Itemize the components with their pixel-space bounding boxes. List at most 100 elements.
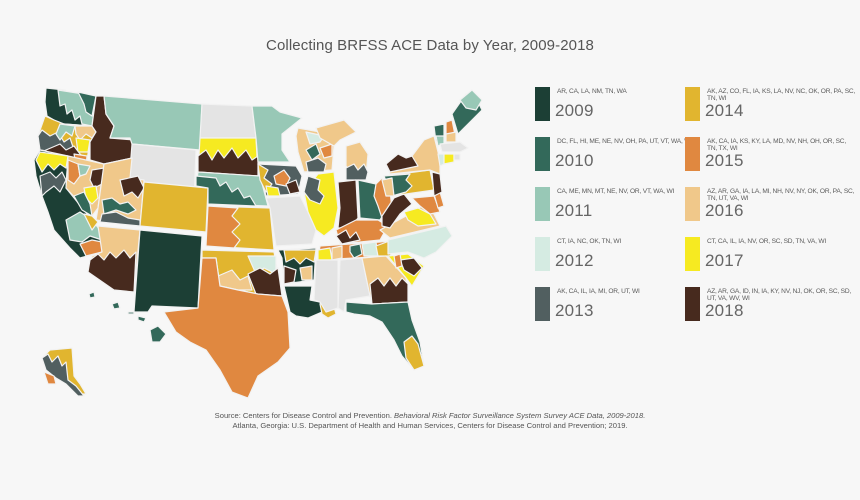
legend-states: CT, CA, IL, IA, NV, OR, SC, SD, TN, VA, … <box>707 238 826 245</box>
state-tn-stripe1 <box>317 247 333 261</box>
state-wi-stripe2 <box>305 143 321 161</box>
state-ia-stripe1 <box>257 163 273 193</box>
state-ar-stripe3 <box>299 265 313 281</box>
legend-year: 2016 <box>705 201 744 220</box>
legend-item-2010: DC, FL, HI, ME, NE, NV, OH, PA, UT, VT, … <box>535 137 695 175</box>
state-co <box>139 181 209 233</box>
state-nv-stripe1 <box>67 159 81 185</box>
legend-item-2017: CT, CA, IL, IA, NV, OR, SC, SD, TN, VA, … <box>685 237 855 275</box>
legend-states: AK, CA, IL, IA, MI, OR, UT, WI <box>557 288 640 295</box>
legend-states: AR, CA, LA, NM, TN, WA <box>557 88 627 95</box>
legend-states: DC, FL, HI, ME, NE, NV, OH, PA, UT, VT, … <box>557 138 692 145</box>
state-pa-stripe2 <box>381 177 395 197</box>
legend-item-2009: AR, CA, LA, NM, TN, WA 2009 <box>535 87 695 125</box>
legend-swatch <box>685 137 700 171</box>
state-wi-stripe4 <box>305 157 327 173</box>
source-line-2: Atlanta, Georgia: U.S. Department of Hea… <box>232 421 628 430</box>
state-ks-stripe <box>205 205 241 249</box>
legend-swatch <box>535 87 550 121</box>
state-or-stripe4 <box>75 137 91 153</box>
state-me-stripe <box>459 89 483 111</box>
state-ca-stripe1 <box>35 151 69 173</box>
state-ny-stripe <box>385 153 419 173</box>
state-ak-stripe1 <box>41 353 85 397</box>
state-mi <box>315 119 357 147</box>
state-ma <box>439 141 469 153</box>
state-or-stripe1 <box>37 129 75 155</box>
state-nd <box>199 103 257 139</box>
state-mi-stripe <box>345 163 369 181</box>
legend-item-2012: CT, IA, NC, OK, TN, WI 2012 <box>535 237 695 275</box>
legend-item-2016: AZ, AR, GA, IA, LA, MI, NH, NV, NY, OK, … <box>685 187 855 225</box>
legend-year: 2009 <box>555 101 594 120</box>
state-ms <box>313 259 339 313</box>
chart-title: Collecting BRFSS ACE Data by Year, 2009-… <box>266 37 594 54</box>
legend-year: 2018 <box>705 301 744 320</box>
state-tn-stripe3 <box>349 243 363 259</box>
legend-swatch <box>685 287 700 321</box>
state-wv <box>381 193 413 229</box>
legend-swatch <box>685 87 700 121</box>
state-wa-stripe2 <box>77 91 97 117</box>
legend-swatch <box>535 237 550 271</box>
us-map <box>20 80 510 400</box>
state-va-stripe <box>403 207 437 227</box>
state-wi-stripe3 <box>319 143 333 159</box>
state-ia-stripe3 <box>265 185 281 197</box>
state-nj <box>431 171 443 197</box>
state-md <box>411 195 441 215</box>
legend-states: AK, CA, IA, KS, KY, LA, MD, NV, NH, OH, … <box>707 138 846 152</box>
legend-states: CA, ME, MN, MT, NE, NV, OR, VT, WA, WI <box>557 188 675 195</box>
legend-states: AZ, AR, GA, IA, LA, MI, NH, NV, NY, OK, … <box>707 188 855 202</box>
state-ct-stripe <box>437 153 445 167</box>
state-nc <box>387 225 453 259</box>
state-nm <box>133 229 203 313</box>
state-nv-stripe3 <box>89 167 105 189</box>
us-map-svg <box>33 87 483 399</box>
state-ri <box>453 153 461 161</box>
state-tx <box>163 257 291 399</box>
legend-states: CT, IA, NC, OK, TN, WI <box>557 238 621 245</box>
legend: AR, CA, LA, NM, TN, WA 2009 DC, FL, HI, … <box>535 87 855 337</box>
state-hi-5 <box>149 325 167 343</box>
state-hi-2 <box>111 301 121 310</box>
legend-states: AK, AZ, CO, FL, IA, KS, LA, NV, NC, OK, … <box>707 88 856 102</box>
state-nv-stripe5 <box>73 191 93 217</box>
state-sc-stripe <box>399 257 423 277</box>
state-ar-stripe1 <box>283 249 317 265</box>
state-ne-stripe <box>195 175 257 207</box>
legend-year: 2017 <box>705 251 744 270</box>
state-tn-stripe4 <box>361 241 379 257</box>
legend-year: 2014 <box>705 101 744 120</box>
legend-item-2018: AZ, AR, GA, ID, IN, IA, KY, NV, NJ, OK, … <box>685 287 855 325</box>
legend-year: 2015 <box>705 151 744 170</box>
legend-swatch <box>685 187 700 221</box>
legend-swatch <box>535 187 550 221</box>
legend-item-2014: AK, AZ, CO, FL, IA, KS, LA, NV, NC, OK, … <box>685 87 855 125</box>
state-ak-stripe2 <box>43 371 57 385</box>
state-sc-stripe2 <box>393 253 403 269</box>
state-nv-stripe2 <box>77 163 91 177</box>
legend-year: 2011 <box>555 201 593 220</box>
legend-year: 2010 <box>555 151 594 170</box>
legend-swatch <box>535 137 550 171</box>
source-citation: Source: Centers for Disease Control and … <box>0 411 860 431</box>
legend-item-2011: CA, ME, MN, MT, NE, NV, OR, VT, WA, WI 2… <box>535 187 695 225</box>
state-hi-3 <box>127 311 135 315</box>
state-tn-stripe2 <box>331 245 343 261</box>
state-az-stripe <box>87 249 137 293</box>
legend-item-2013: AK, CA, IL, IA, MI, OR, UT, WI 2013 <box>535 287 695 325</box>
state-nh-stripe <box>445 131 457 143</box>
source-line-1: Source: Centers for Disease Control and … <box>0 411 860 421</box>
state-ut-stripe1 <box>119 175 145 199</box>
state-hi-4 <box>137 315 147 323</box>
legend-item-2015: AK, CA, IA, KS, KY, LA, MD, NV, NH, OH, … <box>685 137 855 175</box>
state-nv-stripe6 <box>83 213 99 231</box>
state-ia-stripe2 <box>273 169 291 187</box>
legend-year: 2013 <box>555 301 594 320</box>
legend-states: AZ, AR, GA, ID, IN, IA, KY, NV, NJ, OK, … <box>707 288 852 302</box>
legend-swatch <box>685 237 700 271</box>
state-ar-stripe2 <box>283 265 297 285</box>
state-ca-stripe2 <box>39 171 67 197</box>
source-publication: Behavioral Risk Factor Surveillance Syst… <box>394 411 646 420</box>
